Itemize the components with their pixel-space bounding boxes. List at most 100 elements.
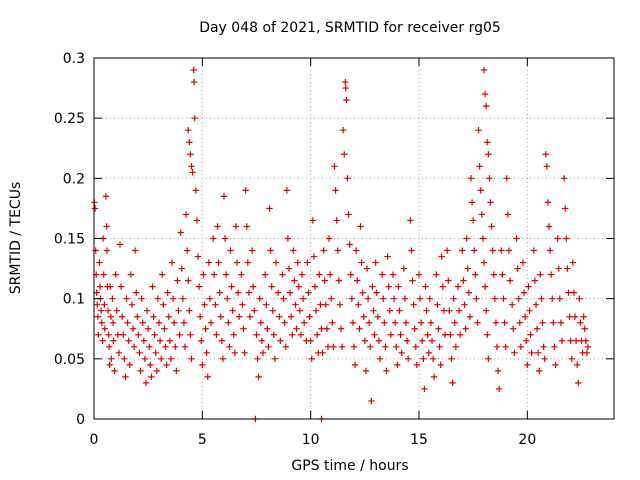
data-point	[466, 313, 474, 320]
data-point	[416, 295, 424, 302]
data-point	[544, 199, 552, 206]
data-point	[279, 271, 286, 278]
data-point	[253, 331, 260, 338]
data-point	[528, 349, 535, 357]
data-point	[438, 253, 445, 260]
data-point	[342, 84, 349, 92]
data-point	[374, 313, 382, 320]
data-point	[267, 247, 274, 254]
data-point	[537, 271, 544, 278]
data-point	[571, 313, 579, 320]
data-point	[320, 247, 327, 254]
data-point	[351, 361, 359, 369]
data-point	[123, 295, 130, 302]
data-point	[536, 367, 543, 375]
data-point	[307, 337, 314, 344]
data-point	[138, 295, 145, 302]
data-point	[272, 259, 280, 266]
data-point	[206, 295, 214, 302]
data-point	[157, 355, 165, 363]
data-point	[334, 247, 341, 254]
data-point	[329, 319, 336, 326]
data-point	[246, 313, 254, 320]
y-tick-label: 0.05	[54, 352, 85, 368]
data-point	[107, 283, 114, 290]
data-point	[426, 295, 434, 302]
data-point	[378, 271, 386, 278]
data-point	[251, 307, 258, 314]
data-point	[215, 259, 222, 266]
data-point	[286, 289, 294, 296]
data-point	[387, 331, 395, 338]
data-point	[573, 361, 581, 369]
data-point	[143, 307, 151, 314]
data-point	[386, 307, 393, 314]
data-point	[400, 265, 408, 272]
data-point	[200, 271, 207, 278]
data-point	[203, 349, 210, 357]
data-point	[465, 289, 473, 296]
data-point	[527, 331, 534, 338]
data-point	[423, 307, 430, 314]
data-point	[257, 319, 265, 326]
x-tick-label: 5	[198, 432, 207, 448]
x-tick-label: 10	[302, 432, 320, 448]
data-point	[135, 331, 142, 338]
data-point	[176, 331, 183, 338]
data-point	[552, 361, 559, 369]
data-point	[201, 301, 208, 308]
data-point	[114, 331, 122, 338]
data-point	[524, 361, 531, 369]
data-point	[99, 337, 106, 344]
data-point	[583, 349, 591, 357]
data-point	[354, 277, 361, 284]
data-point	[189, 169, 196, 176]
data-point	[342, 78, 349, 86]
data-point	[214, 223, 221, 230]
data-point	[389, 271, 397, 278]
data-point	[250, 283, 257, 290]
data-point	[147, 361, 154, 369]
data-point	[361, 337, 369, 344]
data-point	[449, 379, 456, 387]
data-point	[358, 259, 365, 266]
data-point	[281, 319, 288, 326]
data-point	[570, 289, 578, 296]
data-point	[289, 331, 296, 338]
data-point	[567, 337, 574, 344]
data-point	[569, 259, 577, 266]
data-point	[269, 307, 276, 314]
data-point	[152, 349, 159, 357]
data-point	[437, 361, 444, 369]
data-point	[511, 349, 518, 357]
data-point	[506, 277, 514, 284]
data-point	[290, 247, 297, 254]
data-point	[482, 307, 490, 314]
y-tick-label: 0.25	[54, 111, 85, 127]
data-point	[372, 259, 379, 266]
data-point	[229, 307, 236, 314]
data-point	[202, 325, 209, 332]
data-point	[185, 277, 192, 284]
data-point	[149, 283, 156, 290]
data-point	[350, 343, 358, 350]
data-point	[551, 343, 558, 350]
data-point	[533, 325, 541, 332]
data-point	[481, 90, 489, 98]
data-point	[375, 337, 383, 344]
data-point	[103, 223, 110, 230]
data-point	[324, 343, 332, 350]
data-point	[312, 307, 320, 314]
data-point	[547, 271, 555, 278]
data-point	[277, 337, 284, 344]
data-point	[151, 331, 158, 338]
data-point	[526, 307, 533, 314]
data-point	[415, 271, 423, 278]
data-point	[538, 295, 545, 302]
data-point	[128, 301, 136, 308]
data-point	[209, 235, 217, 242]
data-point	[482, 102, 490, 110]
data-point	[155, 319, 163, 326]
data-point	[478, 211, 486, 218]
data-point	[560, 175, 568, 182]
